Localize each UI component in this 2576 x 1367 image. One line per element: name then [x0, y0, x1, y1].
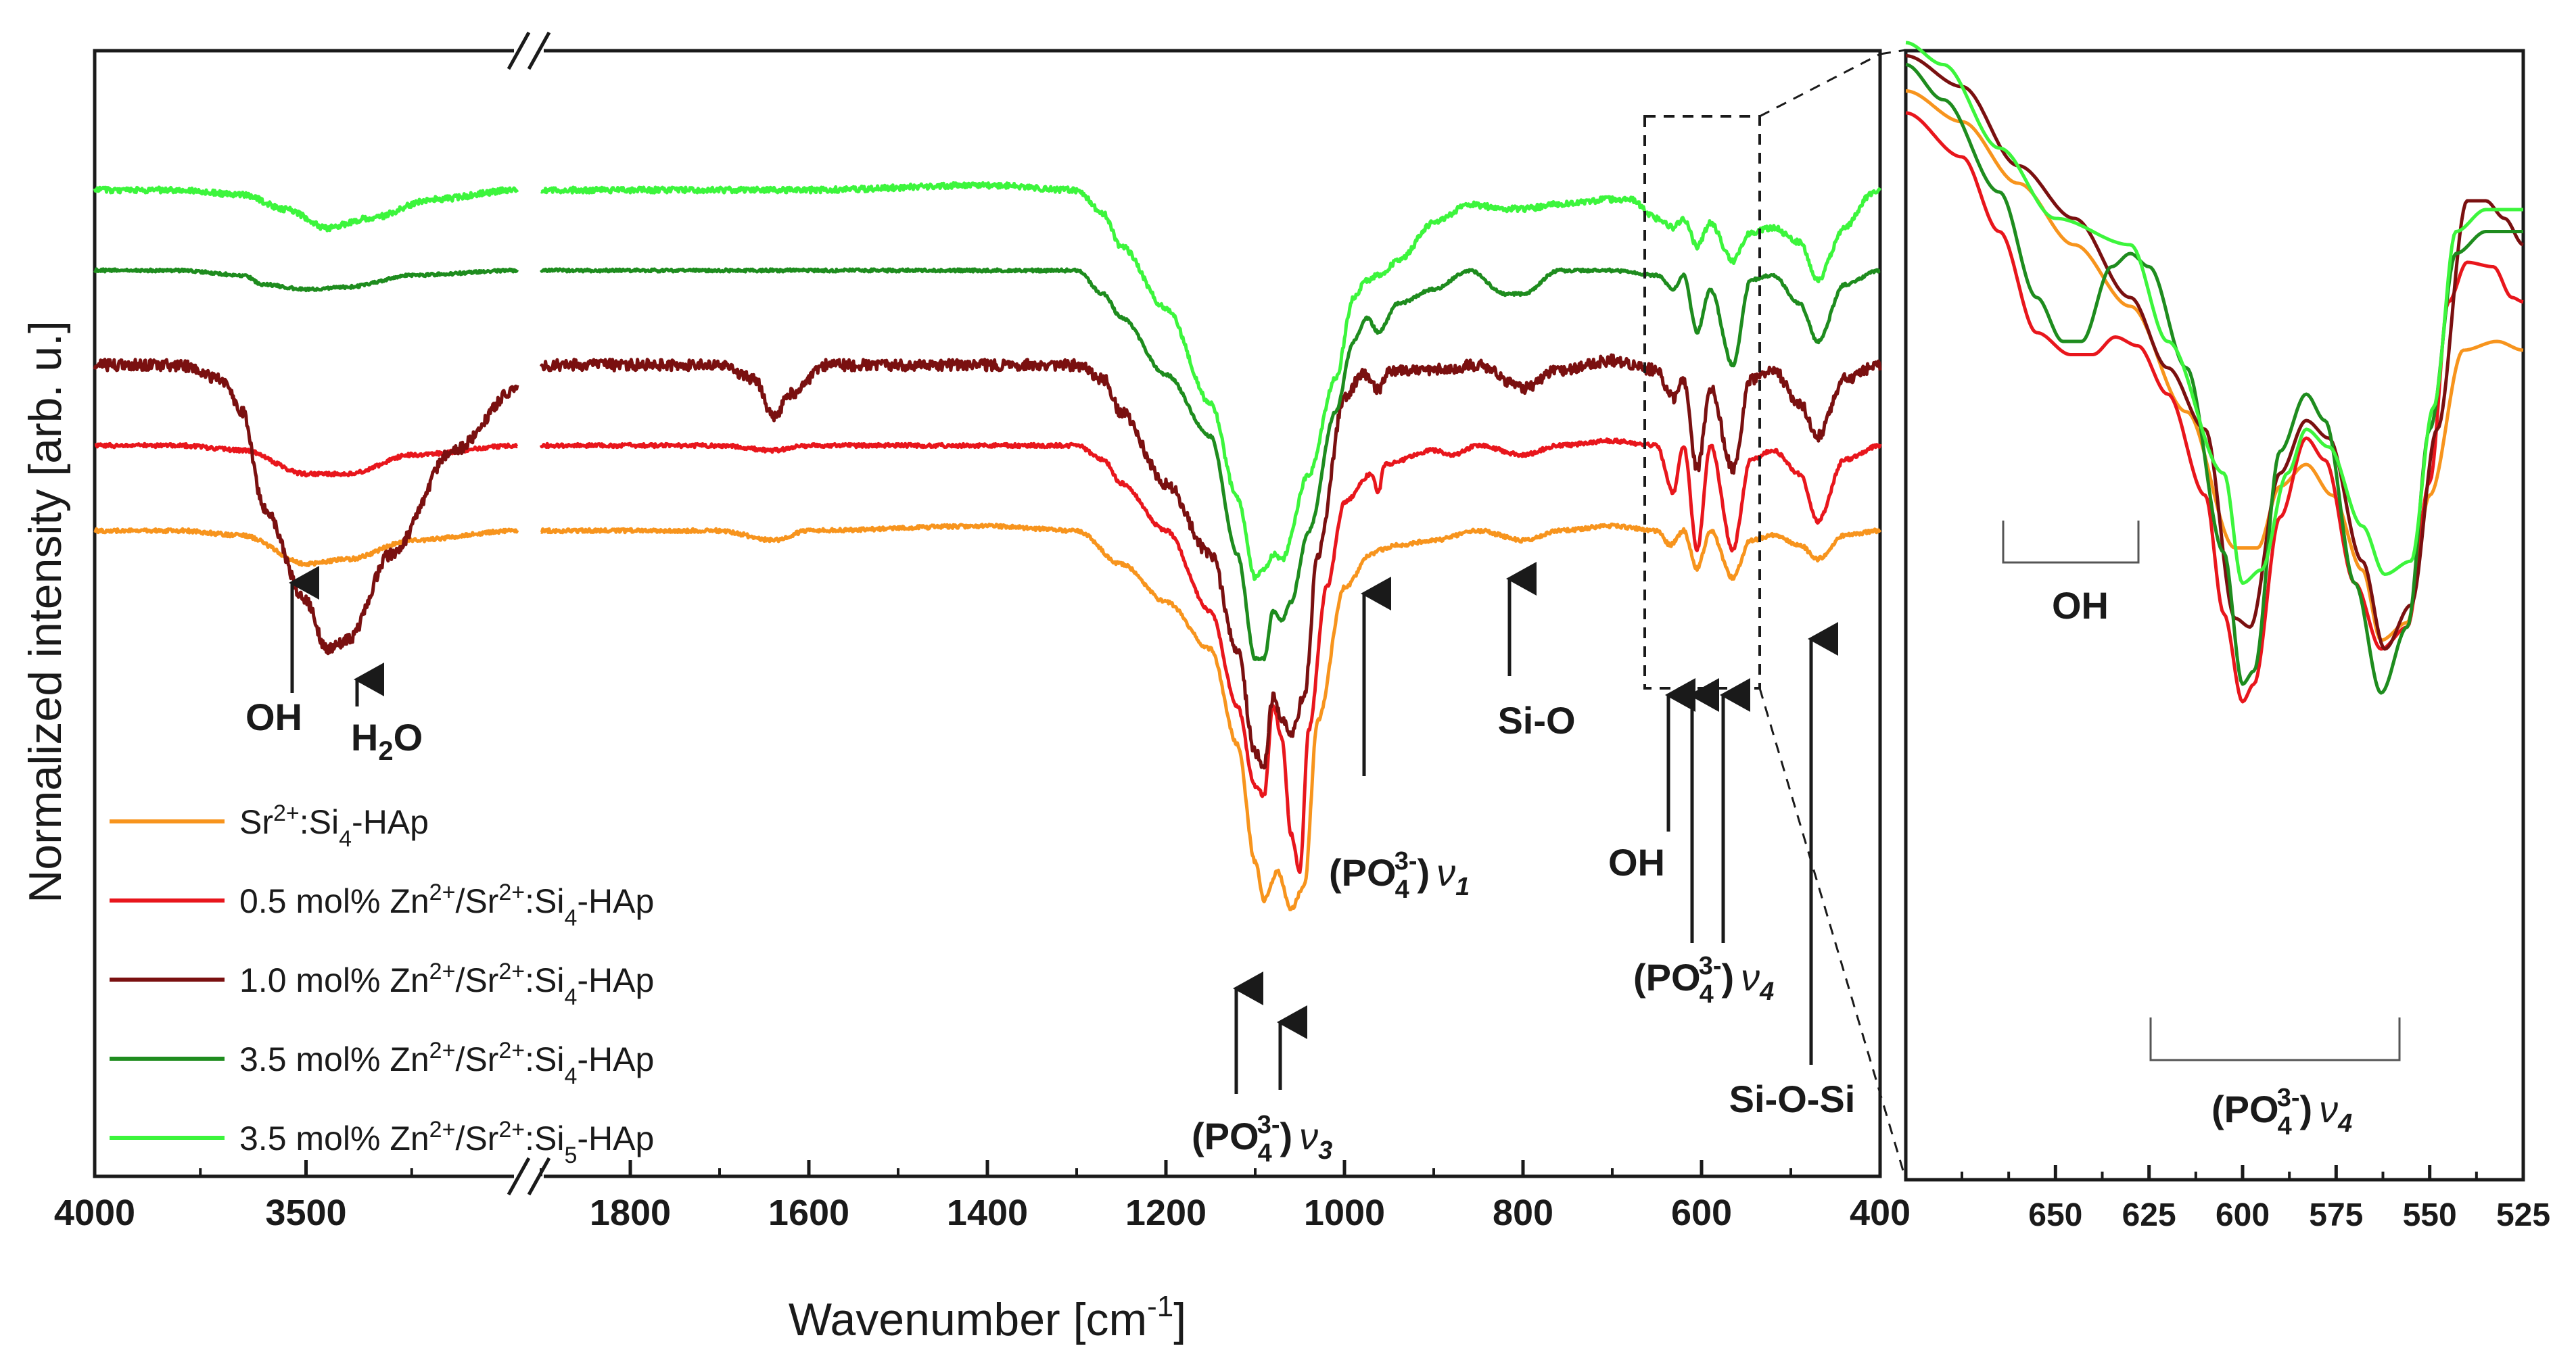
- inset-x-axis-ticks: 650 625 600 575 550 525: [1961, 1165, 2550, 1233]
- x-axis-title: Wavenumber [cm-1]: [789, 1290, 1186, 1345]
- x-tick-label-1200: 1200: [1125, 1193, 1207, 1233]
- inset-label-oh: OH: [2052, 584, 2109, 627]
- zoom-region-box: [1643, 115, 1761, 690]
- x-axis-ticks: 4000 3500 1800 1600 1400 1200 1000 800 600 400: [54, 1160, 1911, 1233]
- series-line-3-right: [539, 353, 1882, 770]
- label-siosi: Si-O-Si: [1729, 1078, 1856, 1120]
- series-line-4-right: [539, 267, 1881, 662]
- inset-x-tick-label-600: 600: [2216, 1197, 2270, 1233]
- series-line-5-right: [540, 181, 1882, 581]
- legend-label-3: 1.0 mol% Zn2+/Sr2+:Si4-HAp: [239, 959, 654, 1010]
- label-oh-left: OH: [245, 696, 302, 738]
- x-tick-label-800: 800: [1493, 1193, 1553, 1233]
- zoom-connector-bottom: [1758, 688, 1907, 1180]
- axis-break-bottom: [507, 1157, 551, 1196]
- inset-frame: [1904, 49, 2525, 1182]
- inset-x-tick-label-525: 525: [2496, 1197, 2550, 1233]
- inset-series-group: [1905, 41, 2524, 704]
- legend-label-1: Sr2+:Si4-HAp: [239, 800, 429, 852]
- inset-x-tick-label-625: 625: [2122, 1197, 2176, 1233]
- x-tick-label-1800: 1800: [590, 1193, 671, 1233]
- label-po4-v3: (PO43-) ν3: [1192, 1111, 1332, 1168]
- inset-oh-bracket: [2002, 521, 2140, 564]
- legend-label-4: 3.5 mol% Zn2+/Sr2+:Si4-HAp: [239, 1038, 654, 1089]
- inset-series-line-5: [1905, 41, 2523, 585]
- series-line-1-left: [93, 527, 519, 567]
- inset-series-line-3: [1905, 54, 2524, 651]
- x-tick-label-1400: 1400: [947, 1193, 1028, 1233]
- inset-series-line-4: [1905, 63, 2523, 695]
- x-tick-label-3500: 3500: [265, 1193, 346, 1233]
- series-line-2-right: [539, 437, 1882, 874]
- legend-label-5: 3.5 mol% Zn2+/Sr2+:Si5-HAp: [239, 1117, 654, 1168]
- legend: Sr2+:Si4-HAp 0.5 mol% Zn2+/Sr2+:Si4-HAp 1.…: [110, 800, 654, 1168]
- label-po4-v1: (PO43-) ν1: [1329, 847, 1470, 904]
- zoom-connector-top: [1759, 53, 1881, 118]
- inset-plot: 650 625 600 575 550 525 OH (PO43-) ν4: [1904, 41, 2550, 1233]
- inset-label-po4-v4: (PO43-) ν4: [2211, 1084, 2352, 1141]
- x-tick-label-400: 400: [1850, 1193, 1911, 1233]
- x-tick-label-1600: 1600: [768, 1193, 849, 1233]
- label-h2o: H2O: [351, 716, 423, 766]
- inset-po4-bracket: [2149, 1017, 2401, 1061]
- main-series-group: [93, 181, 1882, 911]
- main-plot: 4000 3500 1800 1600 1400 1200 1000 800 600 400: [54, 31, 1911, 1233]
- y-axis-title: Normalized intensity [arb. u.]: [20, 320, 71, 903]
- series-line-4-left: [93, 267, 519, 293]
- inset-x-tick-label-550: 550: [2403, 1197, 2457, 1233]
- axis-break-top: [507, 31, 551, 70]
- annotation-arrows: [289, 562, 1838, 1094]
- label-oh-right: OH: [1608, 841, 1665, 884]
- legend-label-2: 0.5 mol% Zn2+/Sr2+:Si4-HAp: [239, 880, 654, 931]
- label-po4-v4: (PO43-) ν4: [1633, 952, 1774, 1009]
- series-line-3-left: [93, 358, 519, 656]
- label-sio: Si-O: [1497, 699, 1575, 742]
- series-line-5-left: [93, 185, 519, 233]
- x-tick-label-1000: 1000: [1304, 1193, 1385, 1233]
- series-line-1-right: [540, 522, 1882, 911]
- x-tick-label-600: 600: [1671, 1193, 1732, 1233]
- inset-x-tick-label-575: 575: [2309, 1197, 2363, 1233]
- x-tick-label-4000: 4000: [54, 1193, 135, 1233]
- inset-series-line-2: [1905, 111, 2524, 704]
- inset-x-tick-label-650: 650: [2028, 1197, 2082, 1233]
